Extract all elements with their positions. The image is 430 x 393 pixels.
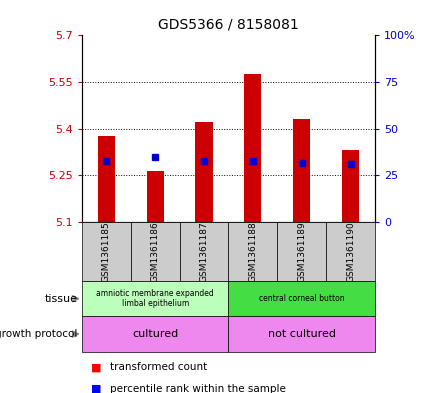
Text: GSM1361189: GSM1361189 — [297, 221, 305, 282]
Bar — [179, 222, 228, 281]
Bar — [146, 171, 163, 222]
Bar — [341, 151, 358, 222]
Title: GDS5366 / 8158081: GDS5366 / 8158081 — [158, 17, 298, 31]
Bar — [98, 136, 114, 222]
Bar — [130, 222, 179, 281]
Bar — [276, 222, 326, 281]
Bar — [244, 74, 261, 222]
Text: percentile rank within the sample: percentile rank within the sample — [110, 384, 285, 393]
Text: growth protocol: growth protocol — [0, 329, 77, 339]
Text: not cultured: not cultured — [267, 329, 335, 339]
Text: GSM1361190: GSM1361190 — [345, 221, 354, 282]
Bar — [195, 123, 212, 222]
Text: ■: ■ — [90, 362, 101, 373]
Text: tissue: tissue — [44, 294, 77, 304]
Bar — [326, 222, 374, 281]
Bar — [82, 281, 228, 316]
Text: GSM1361186: GSM1361186 — [150, 221, 159, 282]
Bar — [82, 316, 228, 352]
Bar — [292, 119, 310, 222]
Bar — [228, 281, 374, 316]
Bar — [82, 222, 130, 281]
Text: transformed count: transformed count — [110, 362, 207, 373]
Bar — [228, 316, 374, 352]
Text: central corneal button: central corneal button — [258, 294, 344, 303]
Text: ■: ■ — [90, 384, 101, 393]
Text: cultured: cultured — [132, 329, 178, 339]
Text: GSM1361188: GSM1361188 — [248, 221, 257, 282]
Text: amniotic membrane expanded
limbal epithelium: amniotic membrane expanded limbal epithe… — [96, 289, 214, 309]
Text: GSM1361185: GSM1361185 — [101, 221, 111, 282]
Bar — [228, 222, 276, 281]
Text: GSM1361187: GSM1361187 — [199, 221, 208, 282]
